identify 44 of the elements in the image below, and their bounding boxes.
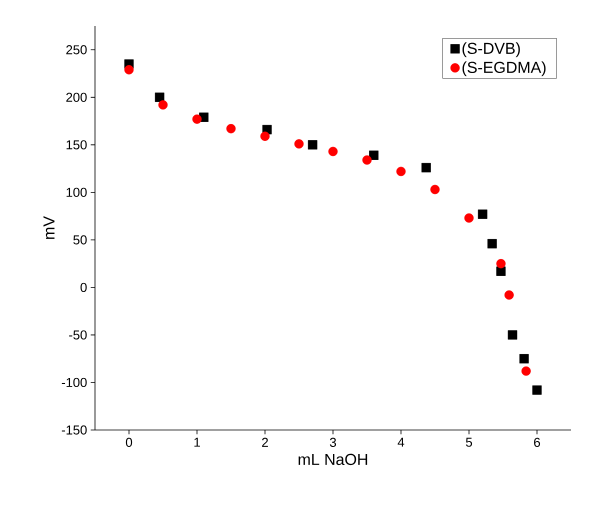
x-tick-label: 6 xyxy=(534,438,540,447)
y-tick-label: 50 xyxy=(73,235,87,244)
x-tick-label: 4 xyxy=(398,438,404,447)
x-axis-title: mL NaOH xyxy=(298,454,368,466)
point xyxy=(158,100,168,110)
legend-label: (S-EGDMA) xyxy=(462,61,546,76)
x-tick-label: 2 xyxy=(262,438,268,447)
y-tick-label: 100 xyxy=(66,188,87,197)
point xyxy=(478,210,488,219)
point xyxy=(508,330,518,340)
point xyxy=(521,366,531,376)
point xyxy=(396,166,406,176)
x-tick-label: 1 xyxy=(194,438,200,447)
point xyxy=(226,124,236,134)
point xyxy=(192,114,202,124)
y-tick-label: -50 xyxy=(69,330,87,340)
x-tick-label: 0 xyxy=(126,438,132,447)
y-tick-label: -100 xyxy=(62,378,87,388)
point xyxy=(260,132,270,141)
point xyxy=(328,146,338,156)
point xyxy=(308,140,318,150)
y-tick-label: 150 xyxy=(66,140,87,150)
point xyxy=(532,385,542,395)
point xyxy=(421,162,431,172)
y-tick-label: 200 xyxy=(66,92,87,102)
x-tick-label: 5 xyxy=(466,438,472,447)
point xyxy=(362,155,372,165)
point xyxy=(487,239,497,248)
x-tick-label: 3 xyxy=(330,438,336,447)
y-axis-title: mV xyxy=(43,216,54,239)
point xyxy=(496,266,506,276)
y-tick-label: 250 xyxy=(66,45,87,54)
point xyxy=(496,258,506,268)
point xyxy=(294,139,304,149)
point xyxy=(369,150,378,160)
point xyxy=(430,184,440,194)
point xyxy=(464,213,474,223)
point xyxy=(124,65,134,74)
point xyxy=(154,92,164,102)
point xyxy=(519,354,529,364)
point xyxy=(504,290,514,300)
y-tick-label: 0 xyxy=(80,282,87,292)
legend-label: (S-DVB) xyxy=(462,42,520,58)
y-tick-label: -150 xyxy=(62,425,87,435)
